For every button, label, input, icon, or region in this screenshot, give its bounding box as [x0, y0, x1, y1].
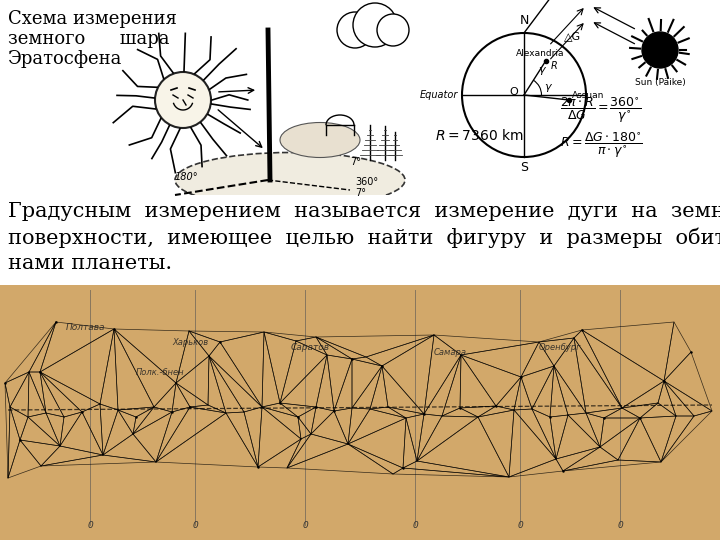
- Text: Эратосфена: Эратосфена: [8, 50, 122, 68]
- Bar: [0, 195, 720, 285]
- Bar: [0, 160, 720, 250]
- Text: 180°: 180°: [175, 172, 199, 182]
- Text: γ: γ: [538, 65, 544, 75]
- Text: Схема измерения: Схема измерения: [8, 10, 177, 28]
- Text: Оренбург: Оренбург: [539, 343, 581, 352]
- Text: $\dfrac{2\pi \cdot R}{\Delta G} = \dfrac{360^{\circ}}{\gamma^{\circ}}$: $\dfrac{2\pi \cdot R}{\Delta G} = \dfrac…: [560, 96, 642, 125]
- Bar: [0, 245, 720, 540]
- Text: Градусным  измерением  называется  измерение  дуги  на  земной: Градусным измерением называется измерени…: [8, 202, 720, 221]
- Ellipse shape: [175, 152, 405, 207]
- Text: Саратов: Саратов: [290, 343, 330, 352]
- Circle shape: [377, 14, 409, 46]
- Circle shape: [642, 32, 678, 68]
- Text: S: S: [520, 161, 528, 174]
- Text: 7°: 7°: [350, 157, 361, 167]
- Text: 0: 0: [412, 521, 418, 530]
- Text: O: O: [510, 87, 518, 97]
- Text: 0: 0: [302, 521, 308, 530]
- Text: Харьков: Харьков: [172, 338, 208, 347]
- Bar: [0, 285, 720, 540]
- Text: Полтава: Полтава: [66, 323, 104, 332]
- Text: 0: 0: [192, 521, 198, 530]
- Text: Sun (Päike): Sun (Päike): [634, 78, 685, 87]
- Text: 0: 0: [87, 521, 93, 530]
- Text: 7°: 7°: [355, 188, 366, 198]
- Text: N: N: [519, 14, 528, 27]
- Text: 360°: 360°: [355, 177, 378, 187]
- Text: Полк.-бнен: Полк.-бнен: [135, 368, 184, 377]
- Text: земного      шара: земного шара: [8, 30, 169, 48]
- Circle shape: [353, 3, 397, 47]
- Text: Equator: Equator: [420, 90, 458, 100]
- Text: Assuan: Assuan: [572, 91, 604, 100]
- Text: R: R: [551, 61, 557, 71]
- Text: γ: γ: [544, 82, 551, 92]
- Circle shape: [155, 72, 211, 128]
- Text: нами планеты.: нами планеты.: [8, 254, 172, 273]
- Text: $R = 7360\ \mathrm{km}$: $R = 7360\ \mathrm{km}$: [435, 127, 524, 143]
- Text: Самара: Самара: [433, 348, 467, 357]
- Circle shape: [337, 12, 373, 48]
- Text: поверхности,  имеющее  целью  найти  фигуру  и  размеры  обитаемой: поверхности, имеющее целью найти фигуру …: [8, 228, 720, 248]
- Circle shape: [462, 33, 586, 157]
- Ellipse shape: [280, 123, 360, 158]
- Text: △G: △G: [564, 31, 581, 41]
- Bar: [0, 0, 720, 250]
- Text: Alexandria: Alexandria: [516, 49, 564, 58]
- Text: $R = \dfrac{\Delta G \cdot 180^{\circ}}{\pi \cdot \gamma^{\circ}}$: $R = \dfrac{\Delta G \cdot 180^{\circ}}{…: [560, 131, 643, 159]
- Text: 0: 0: [617, 521, 623, 530]
- Text: 0: 0: [517, 521, 523, 530]
